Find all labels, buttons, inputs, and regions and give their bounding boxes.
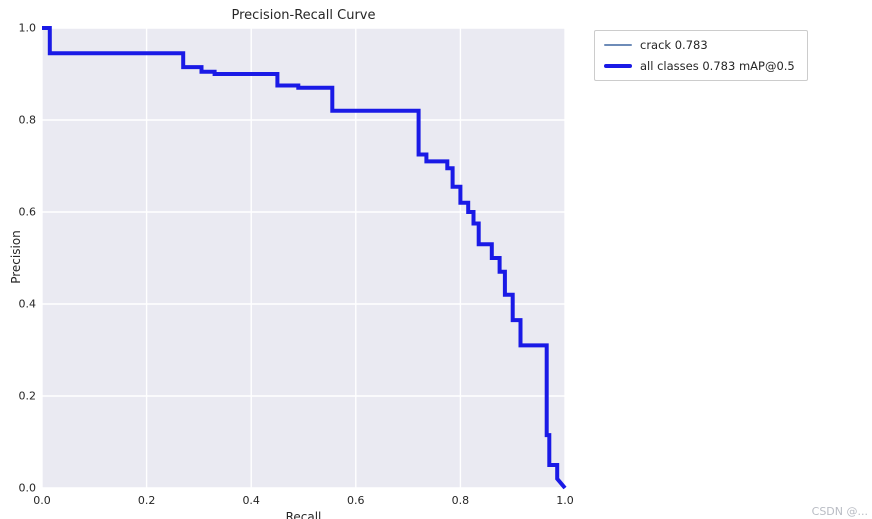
legend-label: crack 0.783 <box>640 38 708 52</box>
legend-label: all classes 0.783 mAP@0.5 <box>640 59 795 73</box>
x-axis-tick-label: 0.0 <box>33 494 51 507</box>
legend-line-all-classes <box>604 64 632 68</box>
x-axis-label: Recall <box>285 510 322 519</box>
legend: crack 0.783 all classes 0.783 mAP@0.5 <box>594 30 808 81</box>
x-axis-tick-label: 1.0 <box>556 494 574 507</box>
x-axis-tick-label: 0.2 <box>137 494 156 507</box>
x-axis-tick-label: 0.8 <box>451 494 470 507</box>
y-axis-label: Precision <box>9 230 23 284</box>
y-axis-tick-label: 0.0 <box>18 481 37 495</box>
y-axis-tick-label: 1.0 <box>18 21 37 35</box>
y-axis-tick-label: 0.2 <box>18 389 37 403</box>
y-axis-tick-label: 0.4 <box>18 297 37 311</box>
watermark: CSDN @... <box>811 505 868 518</box>
plot-background <box>42 28 565 488</box>
legend-item: all classes 0.783 mAP@0.5 <box>604 59 795 73</box>
y-axis-tick-label: 0.6 <box>18 205 37 219</box>
legend-item: crack 0.783 <box>604 38 795 52</box>
x-axis-tick-label: 0.4 <box>242 494 260 507</box>
y-axis-tick-label: 0.8 <box>18 113 37 127</box>
pr-curve-all-classes <box>42 26 567 490</box>
x-axis-tick-label: 0.6 <box>347 494 365 507</box>
chart-title: Precision-Recall Curve <box>231 8 376 23</box>
legend-line-crack <box>604 44 632 46</box>
